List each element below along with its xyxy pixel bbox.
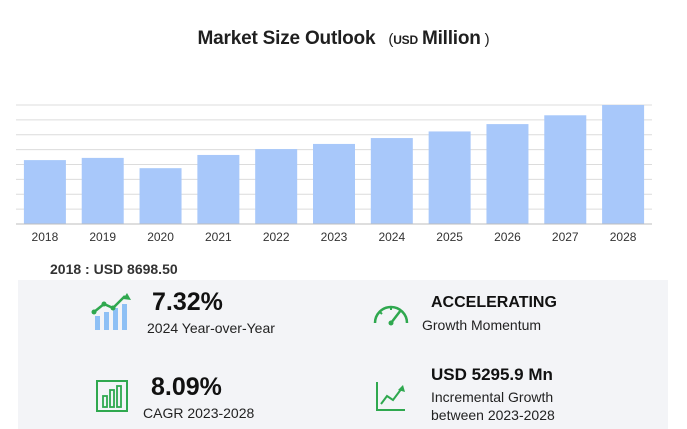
x-tick-label-2026: 2026	[494, 230, 521, 244]
x-tick-label-2021: 2021	[205, 230, 232, 244]
bar-2020	[139, 168, 182, 224]
bar-2028	[602, 105, 645, 224]
title-unit: (USD Million )	[388, 28, 490, 49]
title-text: Market Size Outlook	[197, 28, 376, 49]
speedometer-icon	[373, 305, 409, 326]
base-year-label: 2018 : USD 8698.50	[50, 261, 178, 277]
cagr-value: 8.09%	[151, 373, 222, 401]
bar-2026	[486, 124, 529, 224]
x-tick-label-2028: 2028	[610, 230, 637, 244]
bar-2018	[23, 160, 66, 224]
bar-2027	[544, 115, 587, 224]
yoy-value: 7.32%	[152, 288, 223, 316]
yoy-label: 2024 Year-over-Year	[147, 320, 275, 336]
x-tick-label-2023: 2023	[321, 230, 348, 244]
bar-chart: 2018 2019 2020 2021 2022 2023 2024 2025 2026 2027…	[16, 104, 652, 244]
incremental-value: USD 5295.9 Mn	[431, 365, 553, 384]
x-tick-label-2019: 2019	[89, 230, 116, 244]
x-tick-label-2024: 2024	[378, 230, 405, 244]
bar-2021	[197, 154, 240, 224]
momentum-value: ACCELERATING	[431, 294, 557, 311]
bar-2024	[370, 138, 413, 224]
bar-2023	[313, 143, 355, 224]
bar-chart-icon	[96, 380, 128, 412]
unit-open: (	[388, 31, 394, 48]
chart-title: Market Size Outlook (USD Million )	[0, 28, 687, 50]
x-tick-label-2025: 2025	[436, 230, 463, 244]
x-tick-label-2022: 2022	[263, 230, 290, 244]
x-tick-label-2027: 2027	[552, 230, 579, 244]
bar-2025	[428, 131, 471, 224]
unit-currency: USD	[393, 33, 418, 47]
x-tick-label-2018: 2018	[32, 230, 59, 244]
line-trend-icon	[376, 382, 405, 411]
momentum-label: Growth Momentum	[422, 317, 542, 333]
unit-million: Million	[421, 28, 481, 49]
incremental-label-2: between 2023-2028	[431, 407, 555, 423]
bar-2019	[81, 157, 124, 224]
incremental-label-1: Incremental Growth	[431, 389, 554, 405]
unit-close: )	[484, 31, 490, 48]
x-tick-label-2020: 2020	[147, 230, 174, 244]
stats-panel: 7.32% 2024 Year-over-Year ACCELERATING G…	[18, 280, 668, 429]
bar-2022	[255, 149, 298, 224]
bar-growth-icon	[91, 293, 131, 330]
cagr-label: CAGR 2023-2028	[143, 405, 255, 421]
